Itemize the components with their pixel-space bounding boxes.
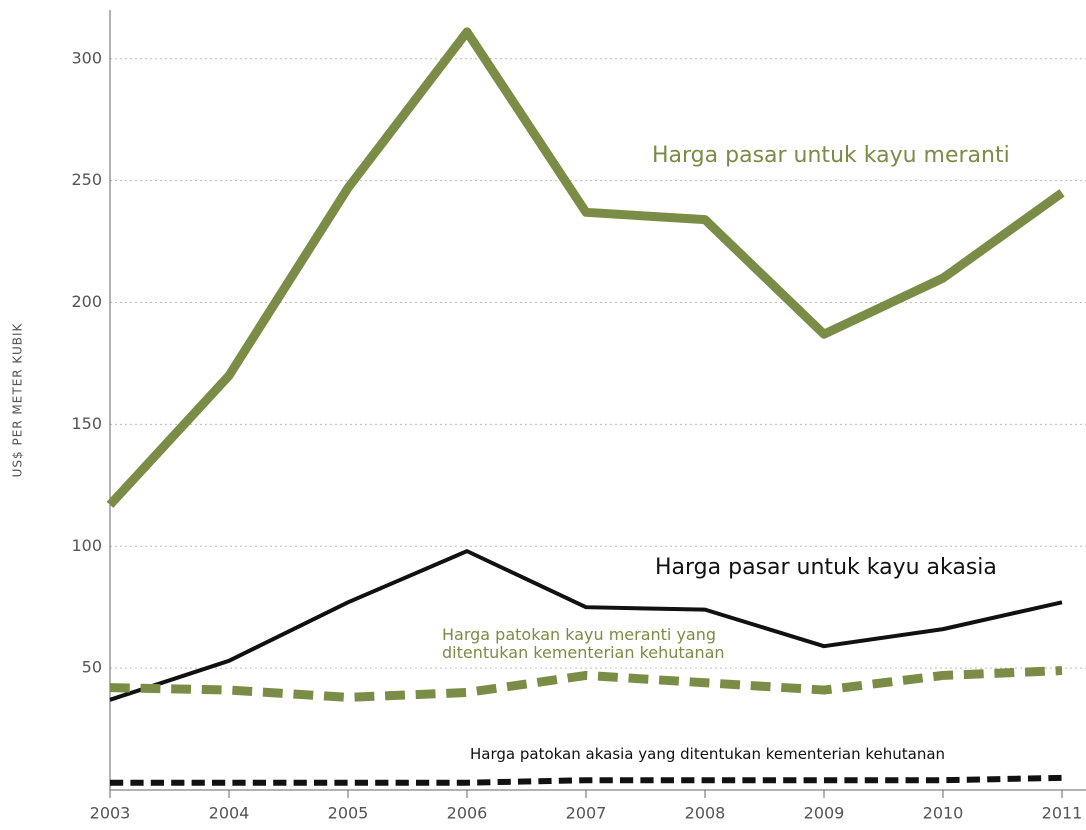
series-line [106,27,1065,508]
y-tick-label: 150 [71,414,102,433]
x-tick-label: 2006 [447,804,488,823]
x-tick-label: 2007 [566,804,607,823]
series-line [110,774,1063,786]
series-label: Harga patokan akasia yang ditentukan kem… [470,745,946,763]
x-tick-label: 2005 [328,804,369,823]
x-tick-label: 2003 [90,804,131,823]
series-line [109,666,1063,702]
x-tick-label: 2008 [685,804,726,823]
x-tick-label: 2010 [923,804,964,823]
y-tick-label: 200 [71,292,102,311]
y-tick-label: 50 [82,658,102,677]
series-label: Harga pasar untuk kayu meranti [652,143,1010,168]
series-line [109,549,1063,702]
x-tick-label: 2009 [804,804,845,823]
y-tick-label: 300 [71,48,102,67]
x-tick-label: 2004 [209,804,250,823]
y-tick-label: 100 [71,536,102,555]
series-label: Harga patokan kayu meranti yang ditentuk… [442,625,725,662]
y-tick-label: 250 [71,170,102,189]
series-label: Harga pasar untuk kayu akasia [655,555,997,580]
x-tick-label: 2011 [1042,804,1083,823]
y-axis-label: US$ PER METER KUBIK [11,322,25,477]
